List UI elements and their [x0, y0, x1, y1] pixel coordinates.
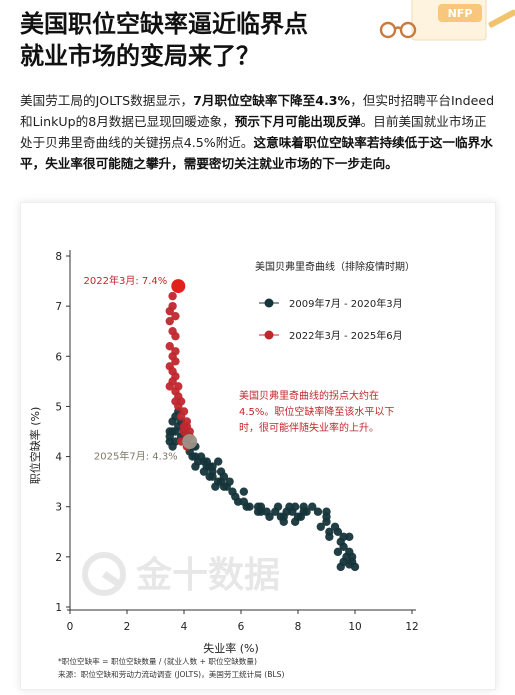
legend-label-2009-2020: 2009年7月 - 2020年3月	[289, 297, 403, 310]
point-2009-2020	[271, 507, 280, 516]
annotation-line: 美国贝弗里奇曲线的拐点大约在	[239, 389, 379, 402]
y-axis-label: 职位空缺率 (%)	[28, 407, 42, 485]
y-tick-label: 8	[55, 251, 62, 263]
point-2022-2025	[165, 342, 174, 351]
point-2009-2020	[205, 472, 214, 481]
annotation-line: 4.5%。职位空缺率降至该水平以下	[239, 405, 394, 418]
point-2009-2020	[330, 522, 340, 531]
point-2022-2025	[165, 382, 174, 391]
point-2009-2020	[165, 437, 174, 446]
point-2009-2020	[325, 527, 334, 536]
legend-label-2022-2025: 2022年3月 - 2025年6月	[289, 329, 403, 342]
point-2009-2020	[214, 457, 223, 466]
point-2022-2025	[171, 311, 180, 321]
y-tick-label: 5	[55, 401, 62, 413]
point-2022-2025	[179, 407, 189, 416]
y-tick-label: 4	[55, 452, 62, 464]
footnote-definition: *职位空缺率 = 职位空缺数量 / (就业人数 + 职位空缺数量)	[58, 657, 257, 666]
x-tick-label: 12	[405, 621, 418, 633]
highlight-point-2022	[171, 279, 186, 294]
point-2022-2025	[171, 357, 180, 366]
intro-bold-3: 这意味着职位空缺率若持续低于这一临界水平，失业率很可能随之攀升，需要密切关注就业…	[20, 135, 493, 171]
point-2009-2020	[290, 502, 300, 511]
point-2022-2025	[165, 306, 174, 316]
point-2009-2020	[299, 502, 308, 511]
badge-shape	[438, 4, 482, 22]
point-2009-2020	[262, 507, 271, 516]
x-tick-label: 8	[295, 621, 302, 633]
point-2009-2020	[199, 467, 209, 476]
point-2022-2025	[165, 316, 174, 326]
nfp-badge-text: NFP	[448, 7, 473, 20]
intro-paragraph: 美国劳工局的JOLTS数据显示，7月职位空缺率下降至4.3%，但实时招聘平台In…	[20, 90, 498, 174]
y-tick-label: 2	[55, 552, 62, 564]
x-tick-label: 2	[124, 621, 131, 633]
intro-text-2: ，但实时招聘平台Indeed和LinkUp的8月数据已显现回暖迹象，	[20, 93, 495, 129]
highlight-point-2025	[182, 434, 198, 450]
point-2009-2020	[345, 532, 354, 541]
point-2009-2020	[211, 482, 220, 491]
point-2009-2020	[276, 512, 286, 521]
point-2009-2020	[290, 517, 300, 526]
point-2022-2025	[168, 291, 177, 301]
legend-title: 美国贝弗里奇曲线（排除疫情时期）	[255, 260, 415, 273]
point-2009-2020	[219, 472, 229, 481]
point-2009-2020	[345, 547, 354, 557]
point-2009-2020	[333, 547, 343, 557]
y-tick-label: 7	[55, 301, 62, 313]
point-2009-2020	[316, 522, 325, 531]
y-tick-label: 1	[55, 602, 62, 614]
highlight-label-2022: 2022年3月: 7.4%	[84, 274, 168, 287]
decorative-illustration: NFP	[372, 0, 515, 52]
point-2022-2025	[179, 427, 189, 436]
intro-bold-1: 7月职位空缺率下降至4.3%	[193, 93, 351, 108]
intro-text-1: 美国劳工局的JOLTS数据显示，	[20, 93, 194, 108]
point-2022-2025	[176, 397, 186, 406]
point-2009-2020	[191, 462, 200, 471]
intro-text-3: 。目前美国就业市场正处于贝弗里奇曲线的关键拐点4.5%附近。	[20, 114, 487, 150]
x-tick-label: 6	[238, 621, 245, 633]
x-tick-label: 0	[67, 621, 74, 633]
chart-card: 0 2 4 6 8 10 12 1 2 3 4 5 6 7 8 失业率 (%) 职位空缺率 (%) 2022年3…	[20, 202, 496, 690]
footnote-source: 来源：职位空缺和劳动力流动调查 (JOLTS)，美国劳工统计局 (BLS)	[58, 670, 285, 679]
x-axis-label: 失业率 (%)	[203, 641, 259, 655]
point-2009-2020	[239, 487, 249, 496]
point-2009-2020	[228, 487, 237, 496]
annotation-line: 时，很可能伴随失业率的上升。	[239, 421, 379, 434]
point-2009-2020	[350, 562, 360, 572]
chart-annotations: 2022年3月: 7.4% 2025年7月: 4.3% 美国贝弗里奇曲线（排除疫情时…	[84, 260, 415, 463]
point-2009-2020	[253, 502, 263, 511]
point-2009-2020	[313, 507, 323, 516]
chart-points	[165, 279, 360, 572]
point-2022-2025	[171, 332, 180, 341]
pencil-shape	[488, 9, 515, 28]
highlight-label-2025: 2025年7月: 4.3%	[94, 450, 178, 463]
headline-line-1: 美国职位空缺率逼近临界点	[20, 10, 308, 38]
intro-bold-2: 预示下月可能出现反弹	[234, 114, 361, 129]
point-2009-2020	[245, 502, 254, 511]
headline-line-2: 就业市场的变局来了？	[20, 42, 260, 70]
glasses-icon	[379, 21, 417, 39]
headline: 美国职位空缺率逼近临界点 就业市场的变局来了？	[20, 8, 370, 72]
x-tick-label: 4	[181, 621, 188, 633]
point-2022-2025	[174, 382, 183, 391]
point-2009-2020	[322, 507, 331, 516]
y-tick-label: 6	[55, 351, 62, 363]
x-tick-label: 10	[348, 621, 361, 633]
point-2009-2020	[308, 502, 317, 511]
y-tick-label: 3	[55, 502, 62, 514]
